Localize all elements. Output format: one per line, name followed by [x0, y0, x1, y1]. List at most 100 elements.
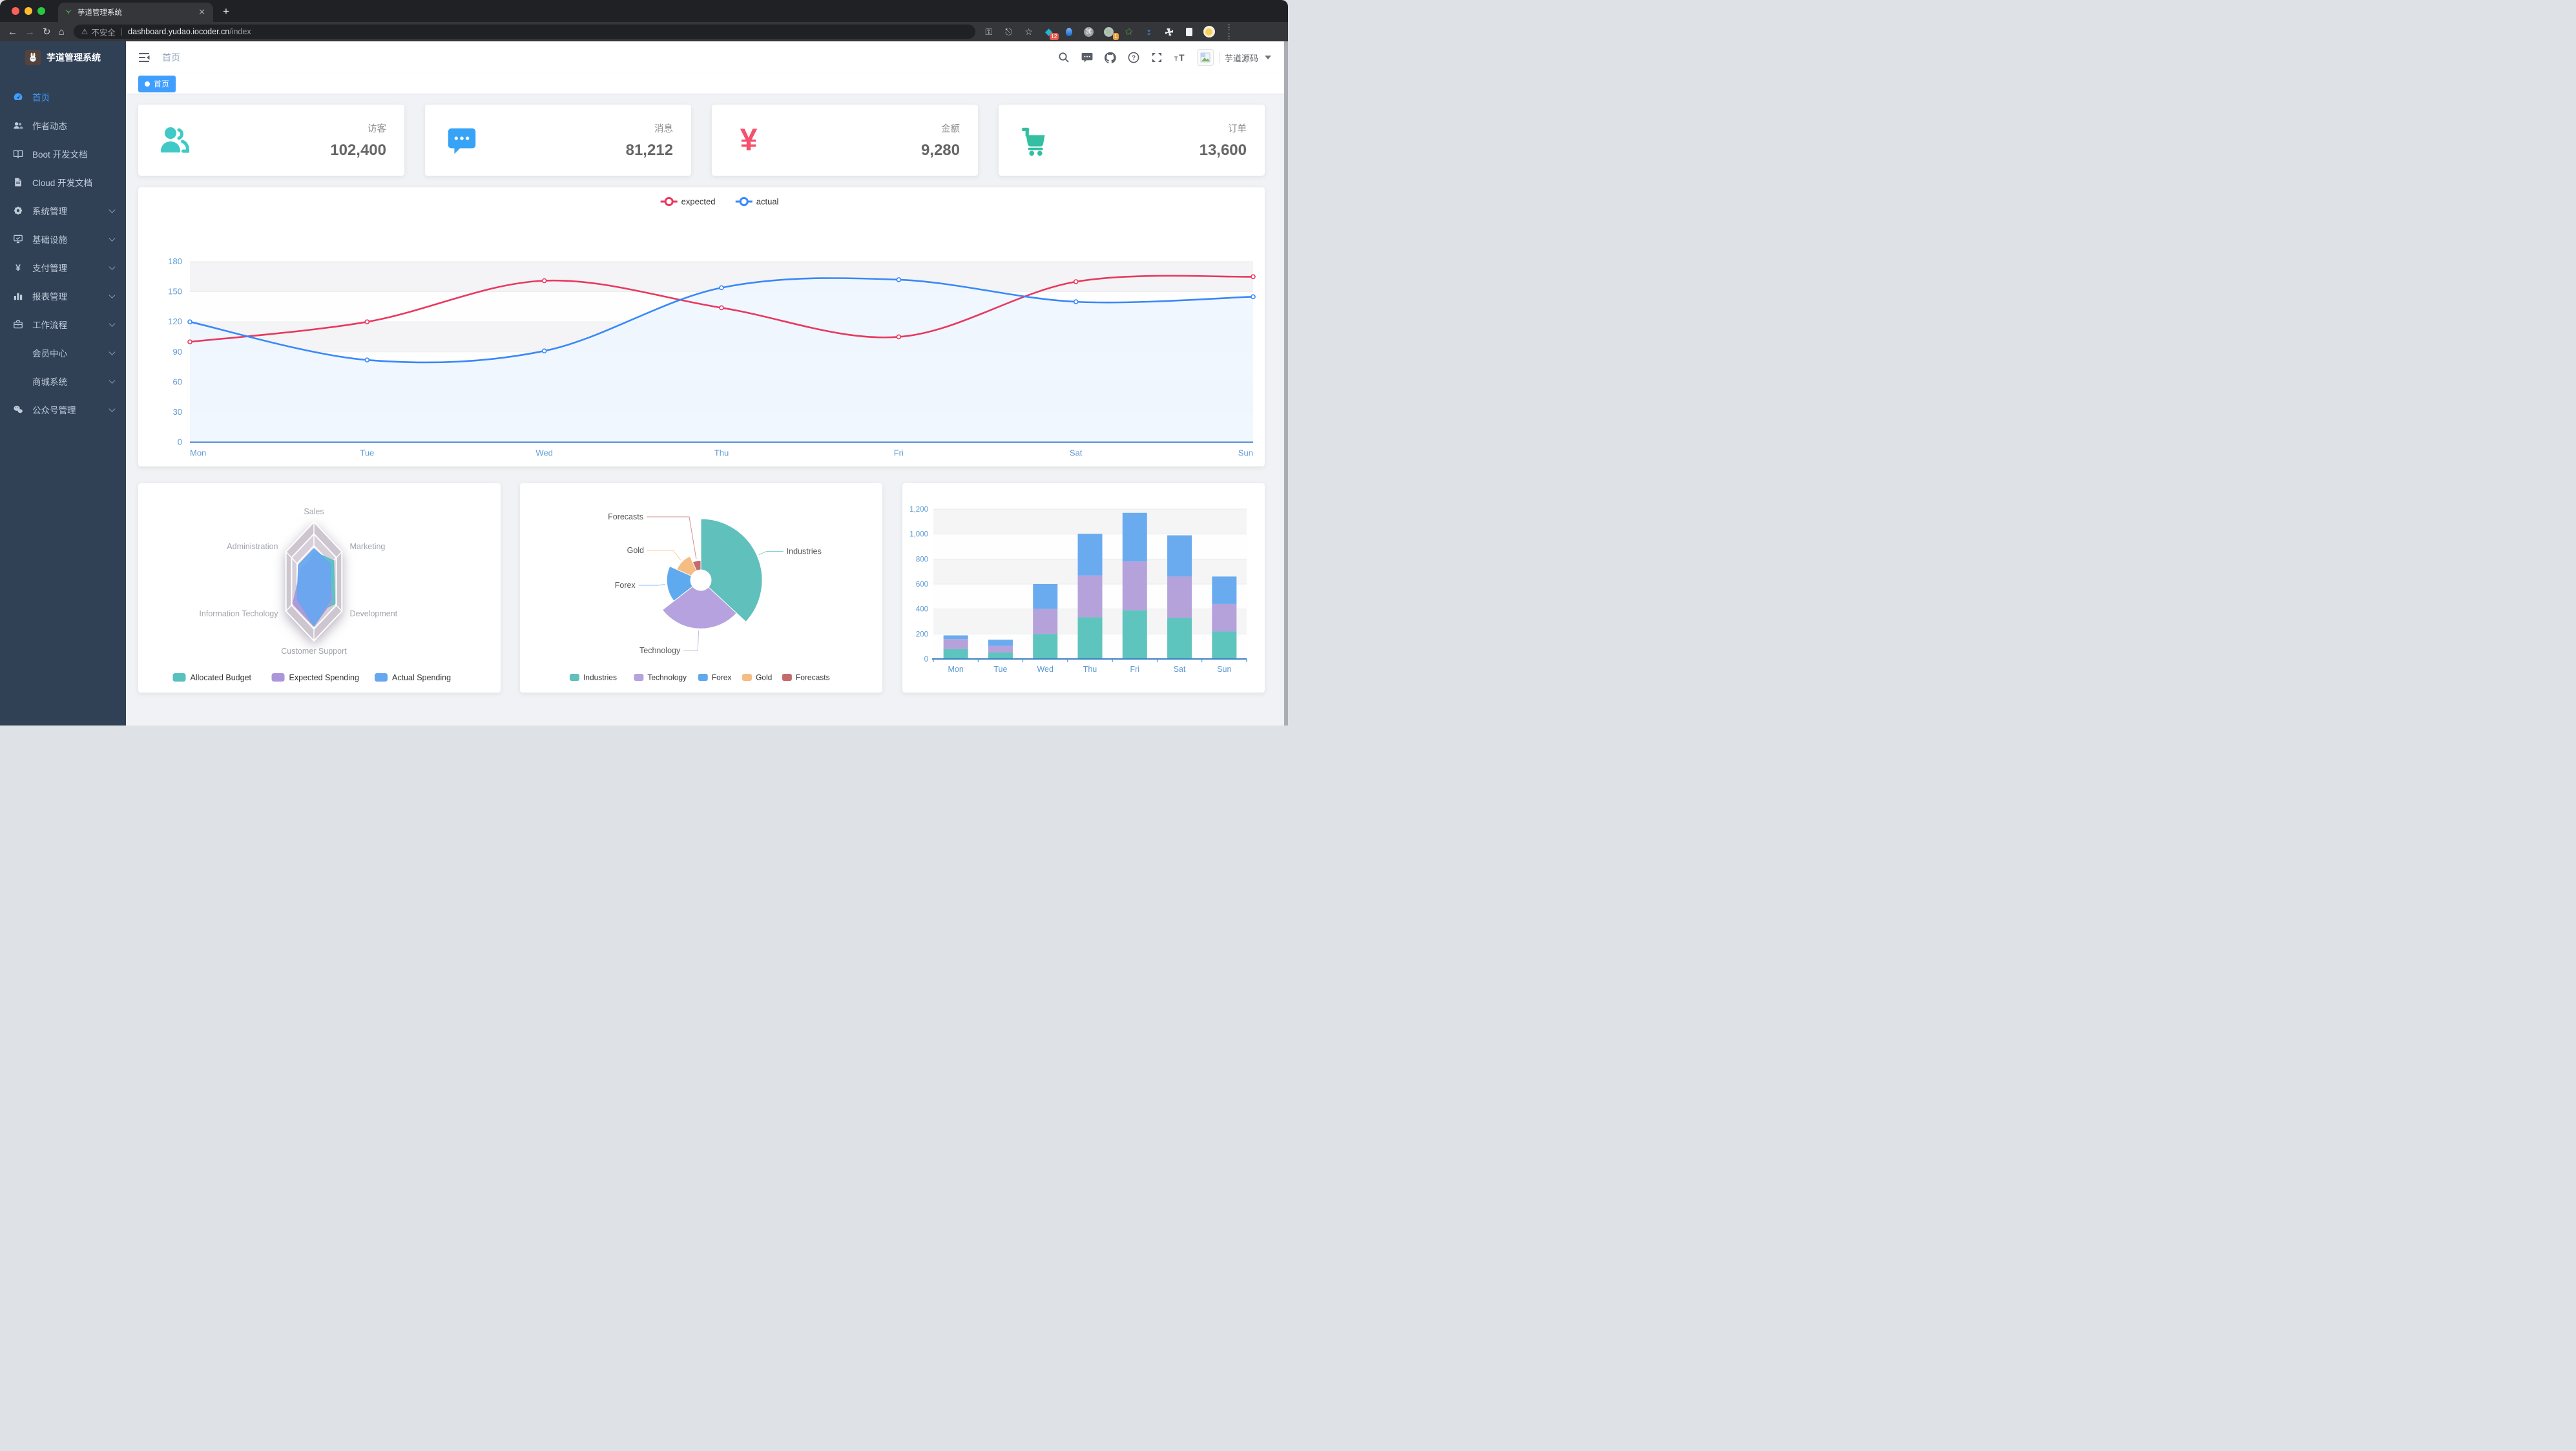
- stat-card-0[interactable]: 访客 102,400: [138, 105, 404, 176]
- warning-icon: ⚠: [81, 27, 88, 36]
- sidebar-item-0[interactable]: 首页: [0, 83, 126, 111]
- svg-text:Marketing: Marketing: [350, 542, 386, 551]
- radar-chart[interactable]: Sales Marketing Development Customer Suppor…: [138, 483, 501, 693]
- extension-balloon-icon[interactable]: [1063, 26, 1075, 37]
- tags-view-bar: 首页: [126, 74, 1288, 94]
- svg-text:0: 0: [924, 656, 928, 663]
- wechat-icon: [13, 404, 23, 415]
- pie-chart-panel: Industries Technology Forex Gold Forecasts In…: [520, 483, 882, 693]
- url-path: /index: [229, 27, 251, 36]
- tab-close-icon[interactable]: ✕: [198, 7, 205, 17]
- sidebar-item-7[interactable]: 报表管理: [0, 282, 126, 310]
- extensions-puzzle-icon[interactable]: [1163, 26, 1175, 37]
- extension-chevrons-icon[interactable]: ⌄ ⌄: [1146, 26, 1152, 37]
- logo-avatar: [25, 50, 41, 65]
- message-icon[interactable]: [1081, 51, 1094, 64]
- chrome-menu-icon[interactable]: ⋮ ⋮: [1225, 23, 1233, 41]
- address-bar[interactable]: ⚠ 不安全 | dashboard.yudao.iocoder.cn /inde…: [73, 25, 975, 39]
- sidebar-item-label: 公众号管理: [32, 406, 76, 415]
- browser-toolbar: ← → ↻ ⌂ ⚠ 不安全 | dashboard.yudao.iocoder.…: [0, 22, 1288, 41]
- sidebar-item-6[interactable]: ¥ 支付管理: [0, 253, 126, 282]
- book-icon: [13, 149, 23, 159]
- svg-text:0: 0: [178, 437, 182, 447]
- line-chart[interactable]: 0 30 60 90 120 150 180 Mon Tue Wed Thu Fri Sat Sun exp…: [138, 187, 1265, 466]
- sidebar-item-10[interactable]: 商城系统: [0, 367, 126, 395]
- fullscreen-icon[interactable]: [1150, 51, 1163, 64]
- home-button[interactable]: ⌂: [58, 26, 65, 37]
- svg-text:60: 60: [173, 377, 182, 386]
- share-icon[interactable]: ⎋: [1005, 26, 1013, 37]
- active-dot: [145, 81, 150, 87]
- tag-home[interactable]: 首页: [138, 75, 176, 92]
- back-button[interactable]: ←: [8, 26, 17, 37]
- new-tab-button[interactable]: +: [223, 5, 229, 17]
- window-scrollbar[interactable]: [1284, 41, 1288, 725]
- forward-button[interactable]: →: [25, 26, 35, 37]
- sidebar-item-5[interactable]: 基础设施: [0, 225, 126, 253]
- svg-text:200: 200: [916, 631, 928, 638]
- svg-text:Mon: Mon: [948, 665, 963, 674]
- sidebar-item-9[interactable]: 会员中心: [0, 339, 126, 367]
- stat-value: 81,212: [625, 141, 673, 159]
- sidebar-item-label: Cloud 开发文档: [32, 178, 93, 188]
- sidebar-item-label: 基础设施: [32, 235, 67, 245]
- github-icon[interactable]: [1104, 51, 1117, 64]
- sidebar-item-4[interactable]: 系统管理: [0, 196, 126, 225]
- svg-text:Wed: Wed: [535, 448, 553, 458]
- close-window-button[interactable]: [12, 7, 19, 15]
- svg-text:Technology: Technology: [647, 673, 687, 682]
- sidebar-toggle-icon[interactable]: [138, 51, 151, 64]
- bar-chart[interactable]: 0 200 400 600 800 1,000 1,200 Mon Tue Wed Thu Fri Sa…: [902, 483, 1265, 693]
- app-logo[interactable]: 芋道管理系统: [0, 41, 126, 74]
- svg-text:Wed: Wed: [1037, 665, 1054, 674]
- key-icon[interactable]: ⚿: [985, 26, 992, 37]
- profile-avatar-icon[interactable]: [1203, 26, 1215, 37]
- minimize-window-button[interactable]: [25, 7, 32, 15]
- monitor-icon: [13, 234, 23, 244]
- sidebar-item-label: Boot 开发文档: [32, 150, 88, 160]
- stat-card-1[interactable]: 消息 81,212: [425, 105, 691, 176]
- message-icon: [443, 121, 481, 159]
- svg-text:Gold: Gold: [756, 673, 772, 682]
- sidebar-item-label: 报表管理: [32, 292, 67, 302]
- help-icon[interactable]: ?: [1127, 51, 1140, 64]
- reading-list-icon[interactable]: [1183, 26, 1195, 37]
- sidebar-item-2[interactable]: Boot 开发文档: [0, 140, 126, 168]
- browser-tab-strip: 芋道管理系统 ✕ +: [0, 0, 1288, 22]
- sidebar-item-label: 商城系统: [32, 377, 67, 387]
- svg-text:Expected Spending: Expected Spending: [289, 673, 359, 682]
- svg-text:Forex: Forex: [615, 581, 636, 590]
- stat-card-2[interactable]: ¥ 金额 9,280: [712, 105, 978, 176]
- svg-text:¥: ¥: [16, 262, 21, 273]
- sidebar-item-label: 工作流程: [32, 320, 67, 330]
- extension-command-icon[interactable]: ⌘: [1083, 26, 1095, 37]
- user-menu[interactable]: 芋道源码: [1196, 49, 1271, 66]
- stat-card-3[interactable]: 订单 13,600: [999, 105, 1265, 176]
- breadcrumb[interactable]: 首页: [162, 52, 180, 63]
- bookmark-star-icon[interactable]: ☆: [1024, 26, 1033, 37]
- sidebar-item-8[interactable]: 工作流程: [0, 310, 126, 339]
- sidebar-item-3[interactable]: Cloud 开发文档: [0, 168, 126, 196]
- extension-diamond-icon[interactable]: ◆ 12: [1044, 26, 1059, 40]
- extension-star-icon[interactable]: ✩: [1125, 26, 1133, 37]
- radar-chart-panel: Sales Marketing Development Customer Suppor…: [138, 483, 501, 693]
- security-label[interactable]: 不安全: [91, 28, 116, 37]
- svg-text:Information Techology: Information Techology: [199, 609, 278, 618]
- svg-text:Technology: Technology: [639, 646, 681, 655]
- svg-text:Sun: Sun: [1217, 665, 1231, 674]
- sidebar-item-11[interactable]: 公众号管理: [0, 395, 126, 424]
- sidebar-item-1[interactable]: 作者动态: [0, 111, 126, 140]
- extension-camera-icon[interactable]: 1: [1103, 26, 1119, 40]
- svg-text:Allocated Budget: Allocated Budget: [191, 673, 252, 682]
- browser-tab[interactable]: 芋道管理系统 ✕: [58, 3, 213, 22]
- reload-button[interactable]: ↻: [43, 26, 51, 37]
- extension-badge-2: 1: [1112, 33, 1119, 40]
- svg-text:expected: expected: [681, 197, 716, 207]
- pie-chart[interactable]: Industries Technology Forex Gold Forecasts In…: [520, 483, 882, 693]
- peoples-icon: [156, 121, 194, 159]
- svg-text:Administration: Administration: [227, 542, 278, 551]
- zoom-window-button[interactable]: [37, 7, 45, 15]
- stat-value: 9,280: [920, 141, 960, 159]
- search-icon[interactable]: [1057, 51, 1070, 64]
